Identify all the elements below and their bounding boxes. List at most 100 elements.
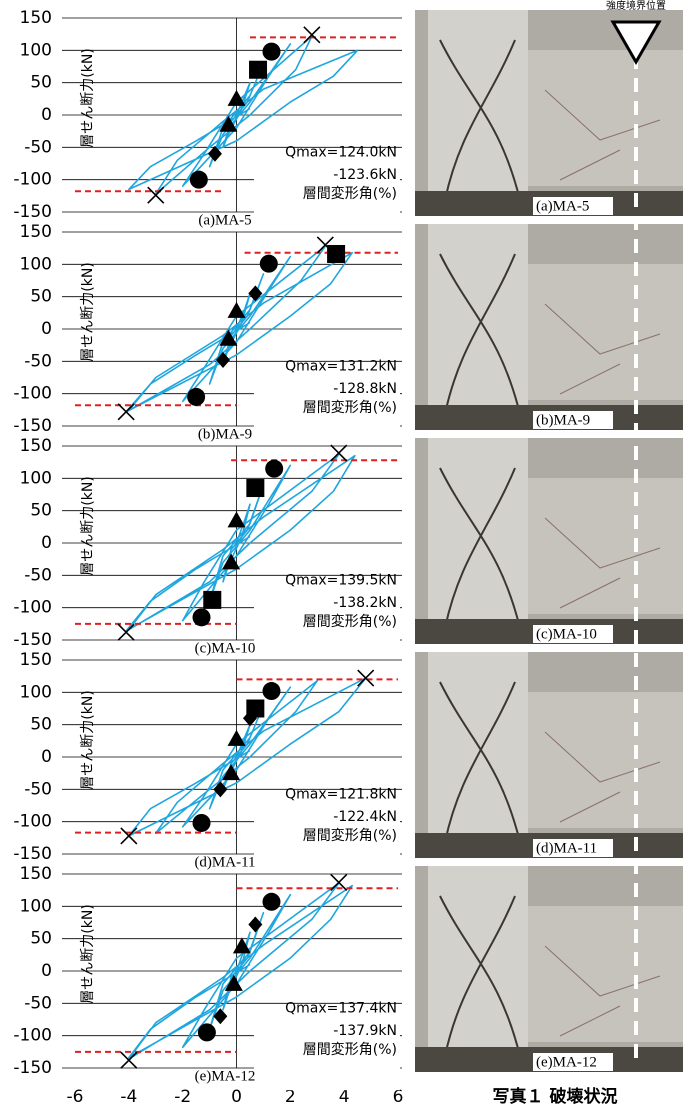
y-tick-label: 100: [20, 896, 52, 916]
y-tick-label: -100: [13, 384, 52, 404]
marker-cross: [317, 237, 333, 253]
x-tick-label: 0: [231, 1087, 242, 1107]
y-tick-label: -50: [24, 779, 52, 799]
qmax-positive: Qmax=121.8kN: [285, 787, 397, 803]
x-tick-label: -6: [67, 1087, 84, 1107]
y-tick-label: 150: [20, 222, 52, 242]
marker-circle: [262, 43, 280, 61]
y-tick-label: 0: [41, 533, 52, 553]
figure: 強度境界位置 写真１ 破壊状況 (a)MA-5(b)MA-9(c)MA-10(d…: [0, 0, 687, 1115]
y-axis-label: 層せん断力(kN): [80, 48, 96, 148]
marker-cross: [358, 670, 374, 686]
y-tick-label: 100: [20, 40, 52, 60]
marker-circle: [265, 460, 283, 478]
photo-caption: (e)MA-12: [536, 1054, 597, 1070]
qmax-positive: Qmax=124.0kN: [285, 145, 397, 161]
x-axis-label: 層間変形角(%): [303, 399, 397, 416]
chart-caption: (b)MA-9: [198, 426, 252, 442]
chart: -150-100-50050100150層せん断力(kN)Qmax=131.2k…: [13, 222, 402, 448]
x-axis-label: 層間変形角(%): [303, 827, 397, 844]
chart-caption: (d)MA-11: [194, 854, 255, 870]
y-tick-label: 100: [20, 682, 52, 702]
marker-diamond: [248, 916, 262, 932]
qmax-positive: Qmax=139.5kN: [285, 573, 397, 589]
y-tick-label: 50: [30, 287, 52, 307]
marker-circle: [187, 388, 205, 406]
y-tick-label: -100: [13, 170, 52, 190]
y-tick-label: -150: [13, 202, 52, 222]
marker-triangle: [228, 511, 246, 527]
y-axis-label: 層せん断力(kN): [80, 476, 96, 576]
marker-cross: [121, 828, 137, 844]
y-tick-label: 0: [41, 961, 52, 981]
y-tick-label: -50: [24, 137, 52, 157]
marker-circle: [260, 255, 278, 273]
marker-circle: [262, 893, 280, 911]
marker-triangle: [228, 90, 246, 106]
marker-square: [327, 245, 345, 263]
qmax-negative: -128.8kN: [333, 381, 397, 397]
y-tick-label: 0: [41, 747, 52, 767]
y-tick-label: 0: [41, 319, 52, 339]
marker-square: [203, 591, 221, 609]
y-tick-label: -150: [13, 416, 52, 436]
photo-caption: (a)MA-5: [536, 198, 589, 214]
qmax-negative: -138.2kN: [333, 595, 397, 611]
y-tick-label: 150: [20, 8, 52, 28]
qmax-negative: -122.4kN: [333, 809, 397, 825]
chart: -150 -100 -50 0 50 100 150 層せん断力(kN) Qmax=124.0k…: [13, 8, 402, 234]
y-axis-label: 層せん断力(kN): [80, 904, 96, 1004]
qmax-positive: Qmax=131.2kN: [285, 359, 397, 375]
y-axis-label: 層せん断力(kN): [80, 262, 96, 362]
y-tick-label: -50: [24, 993, 52, 1013]
x-axis-label: 層間変形角(%): [303, 613, 397, 630]
y-tick-label: 150: [20, 436, 52, 456]
y-tick-label: 50: [30, 501, 52, 521]
photo-wall: [528, 478, 683, 614]
photos: (a)MA-5 (b)MA-9 (c)MA-10 (d)MA-11 (e)MA-12: [415, 10, 683, 1072]
marker-square: [246, 479, 264, 497]
marker-circle: [198, 1023, 216, 1041]
chart-caption: (c)MA-10: [195, 640, 256, 656]
photo-caption: (d)MA-11: [536, 840, 597, 856]
photo-caption: (b)MA-9: [536, 412, 590, 428]
y-tick-label: 50: [30, 929, 52, 949]
marker-square: [249, 61, 267, 79]
y-tick-label: -100: [13, 598, 52, 618]
photo-wall: [528, 692, 683, 828]
marker-cross: [304, 27, 320, 43]
x-tick-label: -2: [174, 1087, 191, 1107]
y-tick-label: 150: [20, 650, 52, 670]
marker-diamond: [216, 352, 230, 368]
marker-diamond: [248, 285, 262, 301]
photo-wall: [528, 906, 683, 1042]
y-tick-label: -100: [13, 812, 52, 832]
marker-cross: [148, 187, 164, 203]
y-tick-label: -150: [13, 1058, 52, 1078]
y-tick-label: -100: [13, 1026, 52, 1046]
qmax-negative: -123.6kN: [333, 167, 397, 183]
chart: -150-100-50050100150層せん断力(kN)Qmax=121.8k…: [13, 650, 402, 876]
y-tick-label: 50: [30, 73, 52, 93]
chart-caption: (a)MA-5: [198, 212, 251, 228]
marker-circle: [193, 608, 211, 626]
photo-caption: (c)MA-10: [536, 626, 597, 642]
marker-circle: [193, 814, 211, 832]
y-axis-label: 層せん断力(kN): [80, 690, 96, 790]
y-tick-label: 0: [41, 105, 52, 125]
y-tick-label: 150: [20, 864, 52, 884]
y-tick-label: -150: [13, 630, 52, 650]
photo-wall: [528, 50, 683, 186]
y-tick-label: -150: [13, 844, 52, 864]
qmax-positive: Qmax=137.4kN: [285, 1001, 397, 1017]
marker-circle: [262, 682, 280, 700]
y-tick-label: -50: [24, 565, 52, 585]
x-axis-label: 層間変形角(%): [303, 185, 397, 202]
marker-cross: [118, 624, 134, 640]
marker-triangle: [228, 302, 246, 318]
photo-title: 写真１ 破壊状況: [493, 1086, 618, 1107]
y-tick-label: -50: [24, 351, 52, 371]
photo-wall: [528, 264, 683, 400]
x-tick-label: -4: [120, 1087, 137, 1107]
